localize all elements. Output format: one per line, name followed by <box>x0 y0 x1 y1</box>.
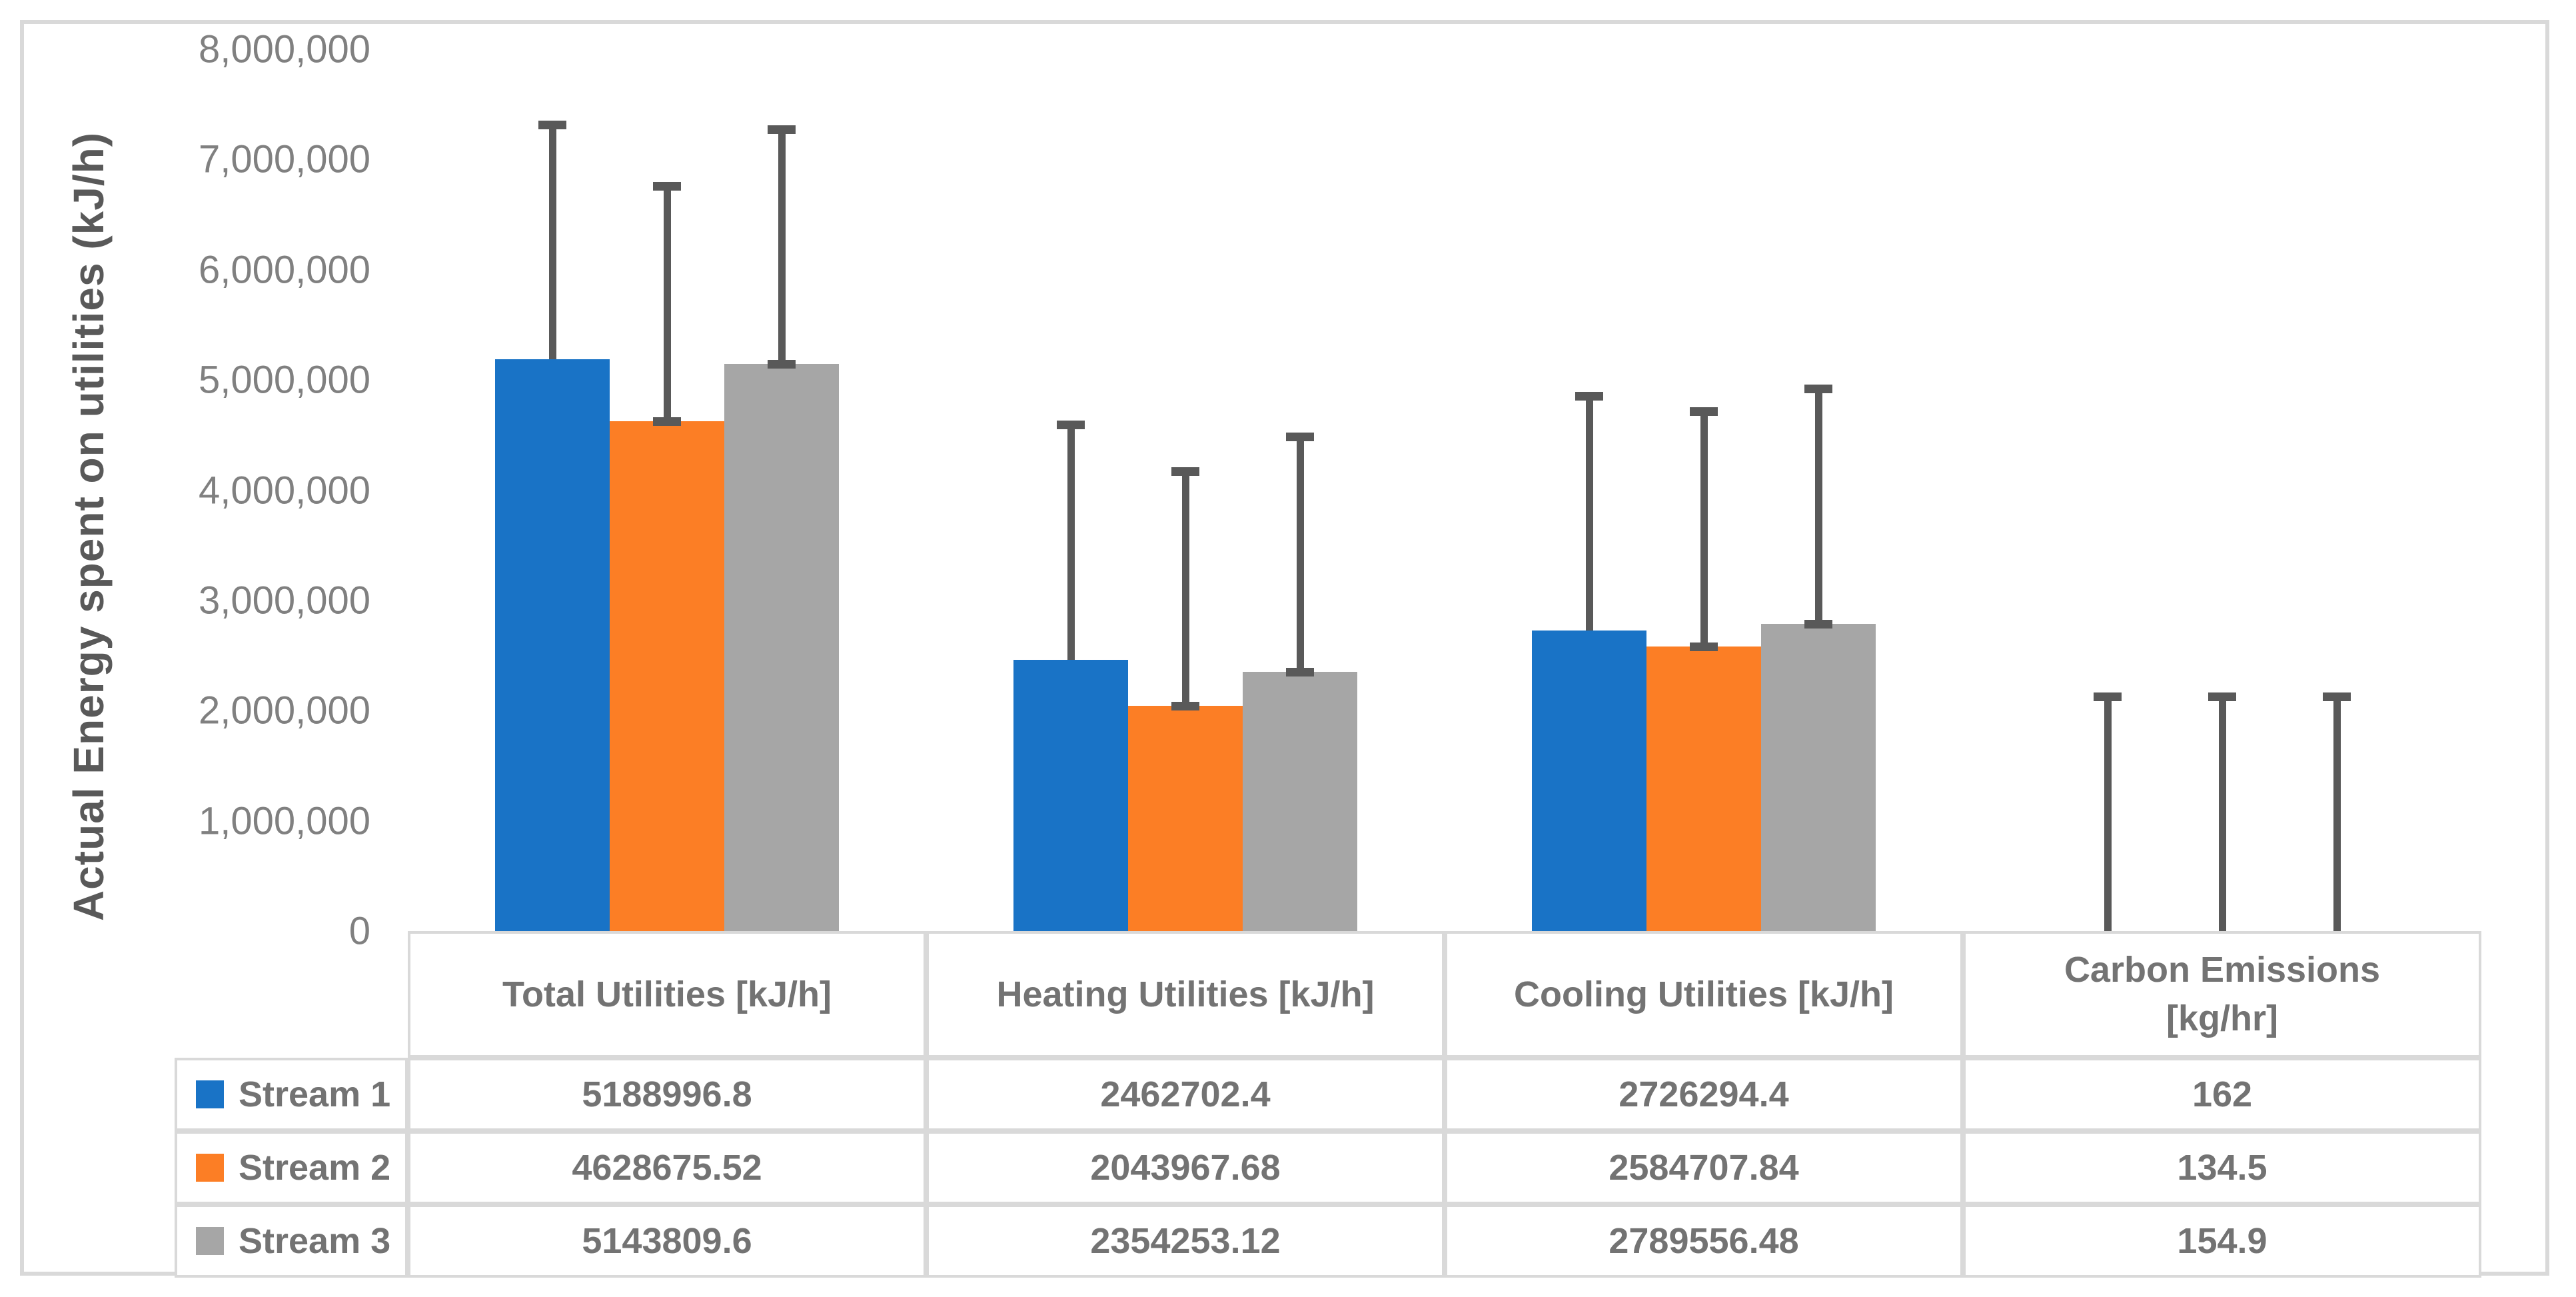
y-tick-label: 3,000,000 <box>198 579 370 623</box>
error-bar-cap <box>1286 433 1314 442</box>
error-bar-line <box>1586 395 1593 631</box>
error-bar-line <box>778 129 786 365</box>
y-tick-label: 8,000,000 <box>198 27 370 71</box>
table-value-cell: 2462702.4 <box>926 1058 1445 1131</box>
y-tick-label: 5,000,000 <box>198 358 370 402</box>
error-bar-cap <box>653 417 681 426</box>
y-tick-label: 2,000,000 <box>198 688 370 732</box>
error-bar-line <box>1182 471 1189 706</box>
table-value-cell: 4628675.52 <box>408 1131 926 1204</box>
table-value-cell: 2584707.84 <box>1445 1131 1963 1204</box>
table-header-cell: Heating Utilities [kJ/h] <box>926 931 1445 1058</box>
table-value-cell: 162 <box>1963 1058 2481 1131</box>
table-header-cell: Carbon Emissions [kg/hr] <box>1963 931 2481 1058</box>
table-value-cell: 2726294.4 <box>1445 1058 1963 1131</box>
bar <box>1013 659 1128 931</box>
table-value-cell: 2354253.12 <box>926 1204 1445 1278</box>
legend-swatch <box>196 1227 224 1255</box>
error-bar-cap <box>1057 421 1085 430</box>
error-bar-line <box>549 124 556 359</box>
table-header-cell: Cooling Utilities [kJ/h] <box>1445 931 1963 1058</box>
table-value-cell: 5188996.8 <box>408 1058 926 1131</box>
table-value-cell: 2043967.68 <box>926 1131 1445 1204</box>
error-bar-cap <box>2094 692 2122 701</box>
legend-key-cell: Stream 2 <box>175 1131 408 1204</box>
error-bar-cap <box>538 120 566 129</box>
error-bar-cap <box>1171 467 1199 476</box>
legend-swatch <box>196 1154 224 1182</box>
y-tick-label: 7,000,000 <box>198 137 370 181</box>
y-tick-label: 1,000,000 <box>198 799 370 843</box>
error-bar-cap <box>768 360 796 369</box>
error-bar-cap <box>1690 407 1718 417</box>
error-bar-line <box>1297 437 1304 672</box>
error-bar-line <box>664 186 671 421</box>
error-bar-cap <box>1575 391 1603 401</box>
error-bar-cap <box>1690 642 1718 651</box>
error-bar-cap <box>1171 701 1199 710</box>
y-tick-label: 0 <box>348 909 370 953</box>
bar <box>495 359 610 931</box>
error-bar-line <box>1815 389 1822 624</box>
legend-key-cell: Stream 1 <box>175 1058 408 1131</box>
y-tick-label: 6,000,000 <box>198 248 370 292</box>
error-bar-cap <box>2208 692 2236 701</box>
error-bar-line <box>2104 696 2112 931</box>
bar <box>610 421 724 931</box>
error-bar-cap <box>2323 692 2351 701</box>
table-value-cell: 5143809.6 <box>408 1204 926 1278</box>
error-bar-cap <box>768 125 796 135</box>
table-value-cell: 134.5 <box>1963 1131 2481 1204</box>
legend-key-cell: Stream 3 <box>175 1204 408 1278</box>
error-bar-line <box>1700 411 1708 647</box>
error-bar-cap <box>653 182 681 191</box>
y-axis-title: Actual Energy spent on utilities (kJ/h) <box>65 131 113 922</box>
error-bar-cap <box>1804 619 1832 629</box>
legend-swatch <box>196 1080 224 1108</box>
series-name-label: Stream 2 <box>239 1148 391 1188</box>
error-bar-line <box>2219 696 2226 931</box>
error-bar-cap <box>1804 385 1832 394</box>
table-value-cell: 154.9 <box>1963 1204 2481 1278</box>
series-name-label: Stream 1 <box>239 1074 391 1114</box>
error-bar-line <box>1067 425 1075 660</box>
table-value-cell: 2789556.48 <box>1445 1204 1963 1278</box>
error-bar-line <box>2333 696 2341 931</box>
bar <box>724 364 839 931</box>
bar <box>1532 631 1646 931</box>
bar <box>1646 646 1761 931</box>
error-bar-cap <box>1286 667 1314 676</box>
table-header-cell: Total Utilities [kJ/h] <box>408 931 926 1058</box>
bar <box>1761 623 1876 931</box>
bar <box>1243 671 1357 931</box>
bar <box>1128 705 1243 931</box>
y-tick-label: 4,000,000 <box>198 469 370 512</box>
series-name-label: Stream 3 <box>239 1221 391 1261</box>
